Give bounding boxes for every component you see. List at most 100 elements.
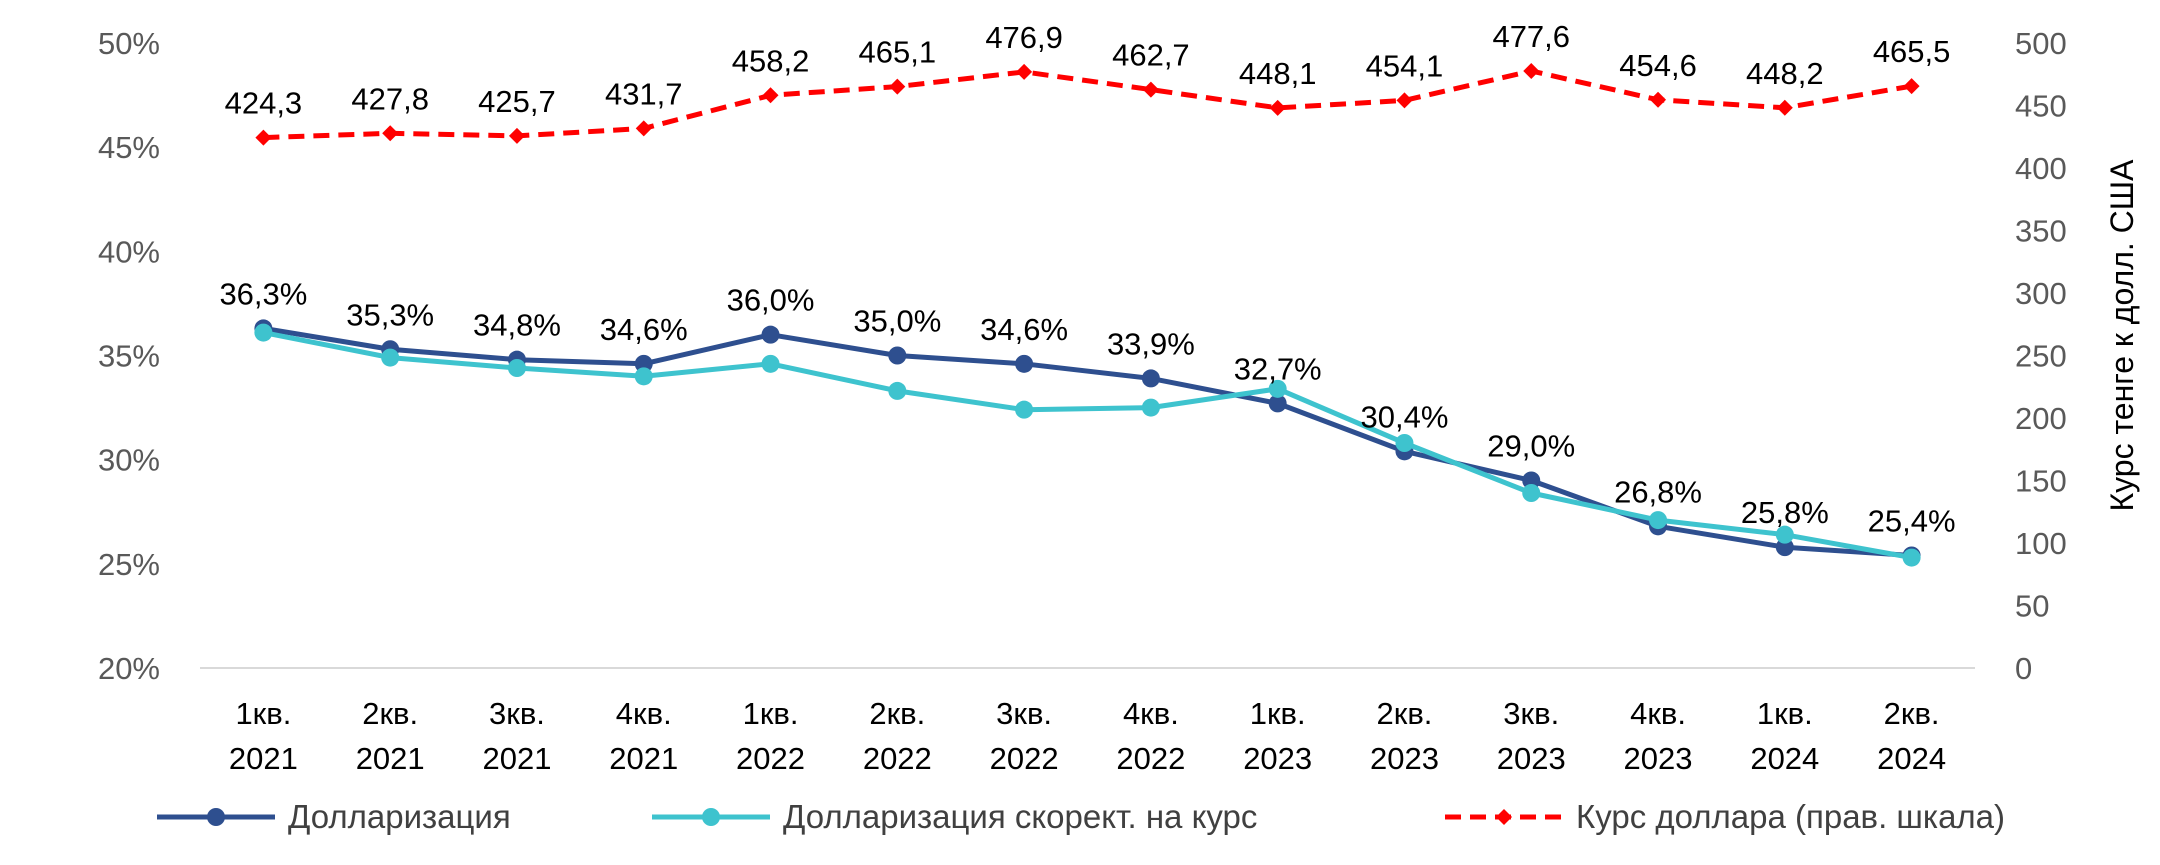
x-tick-label-quarter: 1кв.	[743, 696, 799, 731]
x-tick-label-quarter: 4кв.	[1123, 696, 1179, 731]
x-tick-label-quarter: 1кв.	[1757, 696, 1813, 731]
dollarization-data-label: 26,8%	[1614, 474, 1702, 509]
x-tick-label-year: 2021	[609, 741, 678, 776]
x-tick-label-year: 2024	[1750, 741, 1819, 776]
series-3-point	[1269, 99, 1286, 116]
exchange-rate-data-label: 462,7	[1112, 38, 1190, 73]
dollarization-data-label: 32,7%	[1234, 351, 1322, 386]
series-3-point	[889, 78, 906, 95]
series-3-point	[508, 127, 525, 144]
series-2-point	[1141, 398, 1160, 417]
x-tick-label-quarter: 4кв.	[1630, 696, 1686, 731]
x-tick-label-year: 2022	[1116, 741, 1185, 776]
exchange-rate-data-label: 454,1	[1366, 48, 1444, 83]
series-1-point	[634, 354, 653, 373]
x-tick-label-year: 2023	[1497, 741, 1566, 776]
legend-label-2: Долларизация скорект. на курс	[783, 798, 1257, 835]
series-3-point	[1523, 63, 1540, 79]
dollarization-data-label: 33,9%	[1107, 326, 1195, 361]
y-left-tick-label: 30%	[98, 443, 160, 478]
x-tick-label-year: 2022	[736, 741, 805, 776]
legend-label-3: Курс доллара (прав. шкала)	[1576, 798, 2005, 835]
x-tick-label-quarter: 3кв.	[1503, 696, 1559, 731]
series-2-point	[888, 381, 907, 400]
series-line-1	[262, 325, 1912, 558]
series-2-point	[634, 367, 653, 386]
series-3-point	[1650, 91, 1667, 108]
dollarization-data-label: 34,6%	[980, 312, 1068, 347]
x-tick-label-year: 2023	[1624, 741, 1693, 776]
exchange-rate-data-label: 465,1	[859, 35, 937, 70]
series-2-point	[1649, 511, 1668, 530]
exchange-rate-data-label: 465,5	[1873, 34, 1951, 69]
series-1-point	[1522, 471, 1541, 490]
legend-marker-2	[702, 808, 720, 826]
y-right-tick-label: 200	[2015, 401, 2067, 436]
y-right-tick-label: 0	[2015, 651, 2032, 686]
series-2-point	[1015, 400, 1034, 419]
y-right-tick-label: 350	[2015, 214, 2067, 249]
series-3-point	[255, 129, 272, 146]
exchange-rate-data-label: 476,9	[985, 20, 1063, 55]
legend-marker-3	[1496, 809, 1512, 825]
y-left-tick-label: 45%	[98, 130, 160, 165]
y-right-tick-label: 250	[2015, 339, 2067, 374]
series-1-point	[1268, 394, 1287, 413]
x-tick-label-quarter: 3кв.	[489, 696, 545, 731]
y-left-tick-label: 50%	[98, 26, 160, 61]
series-1-point	[1775, 538, 1794, 557]
x-tick-label-quarter: 2кв.	[362, 696, 418, 731]
dollarization-data-label: 35,3%	[346, 297, 434, 332]
exchange-rate-data-label: 424,3	[225, 86, 303, 121]
series-2-point	[1268, 379, 1287, 398]
y-right-tick-label: 100	[2015, 526, 2067, 561]
y-right-tick-label: 300	[2015, 276, 2067, 311]
x-tick-label-quarter: 1кв.	[235, 696, 291, 731]
x-tick-label-quarter: 4кв.	[616, 696, 672, 731]
series-2-point	[254, 323, 273, 342]
dollarization-data-label: 35,0%	[853, 304, 941, 339]
x-tick-label-quarter: 1кв.	[1250, 696, 1306, 731]
legend-marker-1	[207, 808, 225, 826]
series-2-point	[1522, 484, 1541, 502]
exchange-rate-data-label: 431,7	[605, 76, 683, 111]
y-right-tick-label: 450	[2015, 89, 2067, 124]
x-tick-label-year: 2024	[1877, 741, 1946, 776]
exchange-rate-data-label: 458,2	[732, 43, 810, 78]
dollarization-data-label: 36,0%	[727, 283, 815, 318]
series-3-point	[1142, 81, 1159, 98]
y-left-tick-label: 40%	[98, 234, 160, 269]
series-3-point	[762, 87, 779, 104]
x-tick-label-year: 2021	[229, 741, 298, 776]
exchange-rate-data-label: 427,8	[351, 81, 429, 116]
series-line-3	[263, 68, 1913, 141]
series-1-point	[888, 346, 907, 365]
y-right-tick-label: 150	[2015, 464, 2067, 499]
series-2-point	[761, 354, 780, 373]
x-tick-label-year: 2023	[1243, 741, 1312, 776]
dollarization-data-label: 36,3%	[219, 276, 307, 311]
series-2-point	[1775, 525, 1794, 544]
x-tick-label-year: 2023	[1370, 741, 1439, 776]
series-3-point	[1016, 63, 1033, 80]
x-tick-label-year: 2022	[863, 741, 932, 776]
x-tick-label-quarter: 2кв.	[1377, 696, 1433, 731]
exchange-rate-data-label: 448,1	[1239, 56, 1317, 91]
dollarization-data-label: 25,8%	[1741, 495, 1829, 530]
series-3-point	[635, 120, 652, 137]
dollarization-data-label: 30,4%	[1361, 399, 1449, 434]
y-left-tick-label: 35%	[98, 339, 160, 374]
series-1-point	[1015, 354, 1034, 373]
exchange-rate-data-label: 477,6	[1492, 19, 1570, 54]
y-right-tick-label: 50	[2015, 589, 2049, 624]
exchange-rate-data-label: 448,2	[1746, 56, 1824, 91]
x-tick-label-quarter: 3кв.	[996, 696, 1052, 731]
y-right-tick-label: 400	[2015, 151, 2067, 186]
series-3-point	[1396, 92, 1413, 109]
dollarization-data-label: 25,4%	[1868, 504, 1956, 539]
series-2-point	[381, 348, 400, 367]
series-1-point	[1141, 369, 1160, 388]
x-tick-label-year: 2022	[990, 741, 1059, 776]
series-2-point	[507, 359, 526, 377]
